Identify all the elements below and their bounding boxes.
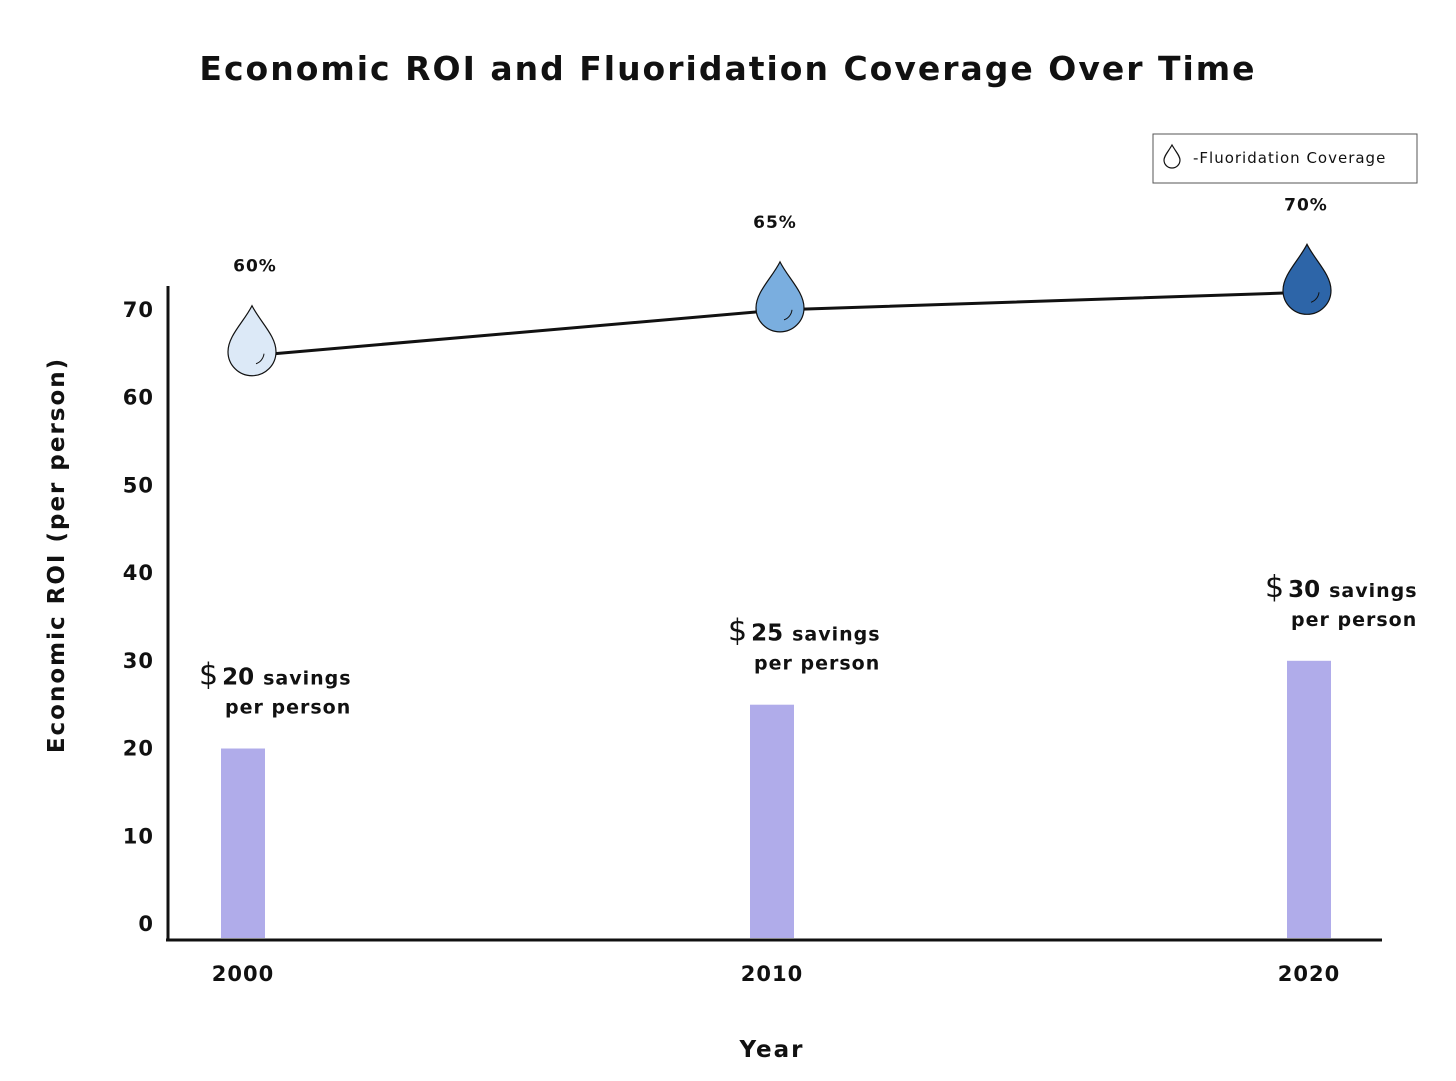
coverage-label: 65% [753,213,797,233]
legend-box [1152,133,1418,184]
bar-labels: $20 savings per person $ 25 savings per person… [199,570,1418,719]
water-drop-highlight [783,309,793,321]
coverage-line-series: 60% 65% 70% [227,195,1332,377]
x-axis-ticks: 2000 2010 2020 [212,962,1340,986]
bar-2010 [750,704,794,938]
bar-data-label: $30 savings [1265,570,1418,605]
bar-data-label: $20 savings [199,658,352,693]
legend-entry-fluoridation-coverage: -Fluoridation Coverage [1193,149,1386,167]
y-tick-label: 20 [123,737,154,761]
y-tick-label: 30 [123,649,154,673]
y-axis-label: Economic ROI (per person) [44,357,70,753]
water-drop-highlight [1310,292,1320,303]
y-tick-label: 40 [123,561,154,585]
y-tick-label: 10 [123,824,154,848]
coverage-label: 70% [1284,195,1328,215]
x-tick-label: 2020 [1278,962,1340,986]
bar-2000 [221,748,265,938]
y-tick-label: 50 [123,473,154,497]
bar-data-label-line2: per person [225,697,351,719]
x-tick-label: 2000 [212,962,274,986]
x-tick-label: 2010 [741,962,803,986]
bar-2020 [1287,660,1331,938]
water-drop-icon [1163,143,1181,169]
y-tick-label: 0 [138,912,154,936]
coverage-label: 60% [233,257,277,277]
bar-data-label-line2: per person [1291,609,1417,631]
bar-data-label: $25 savings [728,614,881,649]
y-tick-label: 70 [123,298,154,322]
chart-title: Economic ROI and Fluoridation Coverage O… [199,49,1256,88]
legend: -Fluoridation Coverage [1152,133,1418,184]
x-axis-label: Year [738,1037,804,1063]
water-drop-marker [755,260,805,333]
water-drop-marker [227,304,277,377]
bar-series [221,660,1331,938]
y-tick-label: 60 [123,386,154,410]
water-drop-marker [1282,242,1332,315]
bar-data-label-line2: per person [754,653,880,675]
y-axis-ticks: 0 10 20 30 40 50 60 70 [123,298,154,936]
water-drop-highlight [255,353,265,365]
